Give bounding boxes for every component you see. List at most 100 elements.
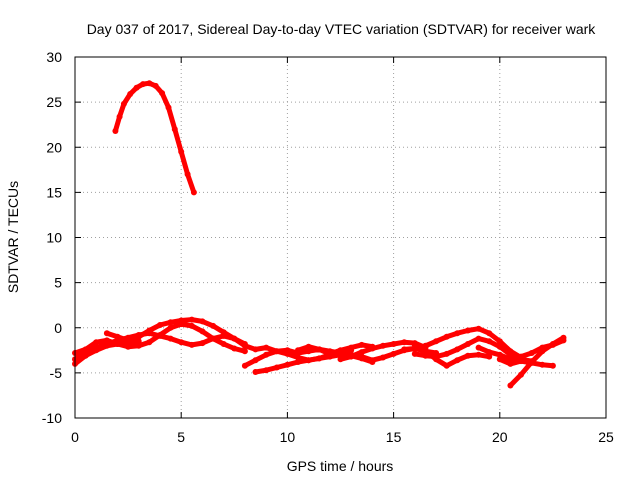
data-point (263, 351, 270, 358)
data-point (152, 82, 159, 89)
x-tick-label: 5 (177, 429, 185, 445)
data-point (518, 353, 524, 360)
data-point (241, 348, 248, 355)
y-tick-label: 25 (46, 94, 62, 110)
data-point (103, 342, 110, 349)
data-point (199, 318, 206, 325)
data-point (401, 346, 408, 353)
data-point (539, 344, 546, 351)
data-point (146, 339, 153, 346)
data-point (401, 339, 408, 346)
data-point (295, 354, 301, 361)
data-point (114, 333, 121, 340)
data-point (167, 335, 174, 342)
data-point (464, 341, 471, 347)
chart-title: Day 037 of 2017, Sidereal Day-to-day VTE… (87, 21, 597, 37)
series-arc-c (72, 321, 248, 356)
data-point (178, 148, 185, 155)
data-point (178, 321, 185, 328)
y-tick-label: 15 (46, 184, 62, 200)
data-point (93, 339, 100, 346)
data-point (496, 338, 503, 345)
data-point (103, 330, 110, 337)
data-point (241, 362, 248, 369)
data-point (486, 353, 493, 360)
data-point (295, 347, 301, 354)
data-point (135, 333, 142, 340)
data-point (295, 359, 301, 365)
data-point (369, 345, 376, 352)
data-point (496, 343, 503, 350)
data-point (178, 339, 185, 346)
data-point (507, 382, 514, 389)
data-point (337, 356, 344, 363)
data-point (475, 325, 482, 332)
data-point (103, 337, 110, 344)
data-point (422, 348, 429, 355)
data-point (316, 355, 323, 362)
data-point (475, 335, 482, 342)
data-point (496, 356, 503, 363)
data-point (82, 346, 89, 353)
data-point (486, 349, 493, 356)
data-point (199, 340, 206, 347)
data-point (112, 128, 119, 134)
data-point (475, 344, 482, 351)
data-point (284, 361, 291, 368)
x-tick-label: 15 (386, 429, 402, 445)
data-point (443, 362, 450, 369)
data-point (157, 322, 163, 328)
series-arc-d (72, 338, 142, 367)
data-point (326, 353, 333, 360)
data-point (443, 350, 450, 357)
axes: 0 5 10 15 20 25 -10 -5 0 5 10 15 20 25 30 (42, 49, 614, 445)
data-point (380, 342, 386, 349)
data-point (135, 342, 142, 349)
data-point (539, 361, 546, 368)
series-arc-high (112, 80, 197, 196)
data-point (114, 341, 121, 347)
data-point (475, 351, 482, 358)
data-point (93, 347, 100, 354)
data-point (486, 330, 493, 337)
data-point (116, 113, 123, 120)
y-tick-label: 5 (54, 275, 62, 291)
data-point (241, 342, 248, 349)
y-tick-label: 30 (46, 49, 62, 65)
x-tick-label: 10 (280, 429, 296, 445)
data-point (252, 357, 259, 364)
data-point (188, 322, 195, 329)
data-point (82, 352, 89, 359)
data-point (518, 358, 524, 365)
data-point (210, 322, 217, 329)
series-arc-i (337, 339, 429, 363)
data-point (284, 350, 291, 357)
data-point (157, 332, 163, 338)
data-point (167, 319, 174, 326)
data-point (146, 327, 153, 334)
data-point (199, 328, 206, 335)
data-point (464, 352, 471, 359)
data-point (159, 90, 166, 97)
x-tick-label: 25 (598, 429, 614, 445)
data-point (125, 339, 132, 346)
data-point (433, 356, 440, 363)
data-point (549, 341, 556, 348)
data-point (326, 348, 333, 355)
data-point (210, 335, 217, 342)
y-tick-label: 10 (46, 230, 62, 246)
data-point (146, 80, 153, 87)
data-point (273, 348, 280, 355)
data-point (348, 347, 355, 354)
data-point (120, 100, 127, 107)
data-point (422, 342, 429, 349)
data-point (337, 350, 344, 356)
data-point (171, 126, 178, 133)
data-point (454, 330, 461, 337)
data-point (411, 341, 418, 348)
data-point (273, 364, 280, 371)
data-point (528, 359, 535, 366)
series-arc-j (401, 325, 524, 361)
